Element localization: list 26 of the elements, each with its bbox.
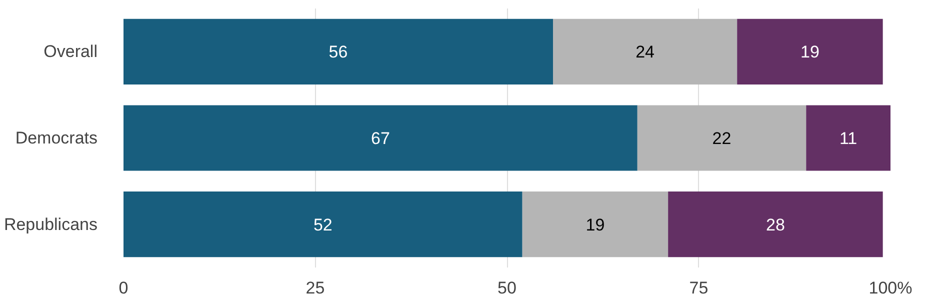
y-tick-label: Overall xyxy=(44,42,98,62)
bar xyxy=(637,105,806,171)
x-tick-label: 25 xyxy=(306,278,325,298)
data-label: 56 xyxy=(328,42,348,62)
bar xyxy=(737,18,883,84)
data-label: 67 xyxy=(370,129,390,148)
x-tick-label: 0 xyxy=(118,278,128,298)
bar xyxy=(668,192,883,258)
y-tick-label: Republicans xyxy=(4,214,98,234)
bar xyxy=(124,18,554,84)
bar xyxy=(553,18,738,84)
data-label: 52 xyxy=(313,215,332,234)
data-label: 24 xyxy=(636,42,655,62)
data-label: 19 xyxy=(800,42,820,62)
x-tick-label: 50 xyxy=(498,278,516,298)
data-label: 28 xyxy=(766,215,785,234)
y-tick-label: Democrats xyxy=(15,128,98,148)
bar xyxy=(522,192,668,258)
data-label: 11 xyxy=(839,129,858,148)
data-label: 19 xyxy=(586,215,605,234)
x-tick-label: 75 xyxy=(689,278,708,298)
bar xyxy=(124,192,522,258)
x-tick-label: 100% xyxy=(868,278,912,298)
bar xyxy=(124,105,638,171)
data-label: 22 xyxy=(712,129,732,148)
bar xyxy=(806,105,890,171)
